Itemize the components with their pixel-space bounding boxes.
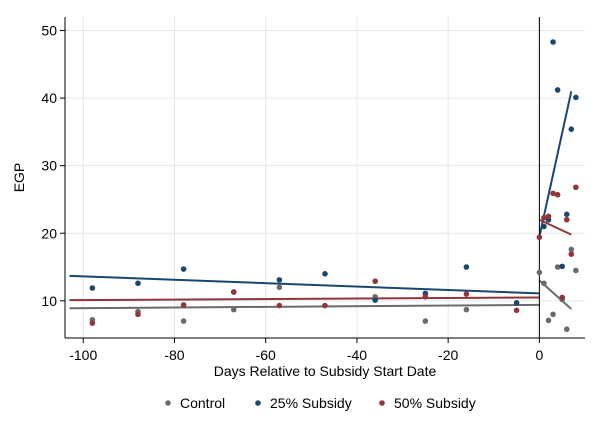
y-tick-label-3: 40: [41, 90, 57, 106]
legend-marker-0: [165, 400, 171, 406]
point-s0-15: [568, 246, 575, 253]
fit-line-s1-seg1: [538, 91, 573, 237]
fit-lines: [69, 91, 573, 310]
point-s0-2: [180, 318, 187, 324]
y-tick-label-2: 30: [41, 158, 57, 174]
x-ticks: -100 -80 -60 -40 -20 0: [69, 338, 543, 363]
point-s0-16: [573, 267, 579, 274]
legend-marker-1: [255, 400, 261, 406]
point-s2-0: [89, 320, 96, 326]
legend-marker-2: [379, 400, 385, 406]
point-s1-17: [573, 94, 579, 101]
point-s1-12: [550, 39, 556, 45]
point-s0-11: [550, 311, 556, 318]
point-s2-4: [276, 302, 283, 309]
point-s2-16: [563, 216, 570, 223]
x-tick-label-2: -60: [256, 347, 276, 363]
point-s2-12: [545, 213, 552, 220]
point-s1-16: [568, 126, 575, 132]
point-s1-13: [554, 87, 561, 93]
point-s2-11: [541, 214, 547, 221]
point-s0-10: [545, 317, 552, 324]
point-s2-7: [422, 293, 429, 300]
point-s1-14: [559, 263, 565, 270]
axes: [64, 17, 585, 339]
legend-label-1: 25% Subsidy: [270, 395, 352, 411]
point-s1-6: [372, 297, 378, 303]
x-axis-label: Days Relative to Subsidy Start Date: [214, 363, 437, 379]
x-tick-label-3: -40: [347, 347, 367, 363]
fit-line-s2-seg1: [538, 218, 572, 236]
x-tick-label-4: -20: [438, 347, 458, 363]
legend: Control 25% Subsidy 50% Subsidy: [165, 395, 476, 411]
y-tick-label-1: 20: [41, 225, 57, 241]
fit-line-s2-seg0: [69, 296, 540, 302]
point-s1-2: [180, 266, 187, 272]
y-tick-label-4: 50: [41, 23, 57, 39]
point-s0-7: [463, 306, 470, 313]
point-s0-3: [230, 306, 237, 313]
point-s0-14: [563, 326, 570, 333]
fit-line-s1-seg0: [69, 274, 540, 295]
point-s0-4: [276, 284, 283, 291]
point-s2-17: [568, 251, 575, 258]
point-s1-15: [563, 211, 570, 218]
point-s1-1: [135, 280, 141, 287]
point-s0-6: [422, 318, 429, 324]
point-s1-9: [513, 300, 520, 306]
point-s1-8: [463, 264, 470, 270]
point-s1-5: [322, 271, 328, 277]
point-s0-8: [536, 269, 543, 276]
x-tick-label-5: 0: [535, 347, 543, 363]
y-axis-label: EGP: [11, 163, 27, 193]
point-s2-10: [536, 234, 543, 241]
point-s2-15: [559, 294, 565, 301]
point-s2-14: [554, 191, 561, 198]
data-points: [89, 39, 579, 333]
point-s2-18: [573, 184, 579, 191]
grid: [65, 17, 585, 338]
point-s2-5: [322, 302, 328, 309]
point-s2-13: [550, 190, 556, 197]
point-s0-12: [554, 264, 561, 270]
point-s1-4: [276, 277, 283, 283]
point-s2-1: [135, 311, 141, 318]
legend-label-2: 50% Subsidy: [394, 395, 476, 411]
point-s2-8: [463, 291, 470, 297]
y-tick-label-0: 10: [41, 293, 57, 309]
point-s2-2: [180, 302, 187, 308]
legend-label-0: Control: [180, 395, 225, 411]
point-s1-10: [541, 223, 547, 230]
point-s2-6: [372, 278, 378, 285]
point-s0-9: [541, 280, 547, 287]
point-s2-3: [230, 289, 237, 295]
x-tick-label-0: -100: [69, 347, 97, 363]
point-s2-9: [513, 307, 520, 314]
point-s1-0: [89, 285, 96, 291]
y-ticks: 10 20 30 40 50: [41, 23, 65, 309]
fit-line-s0-seg0: [69, 303, 540, 310]
x-tick-label-1: -80: [164, 347, 184, 363]
